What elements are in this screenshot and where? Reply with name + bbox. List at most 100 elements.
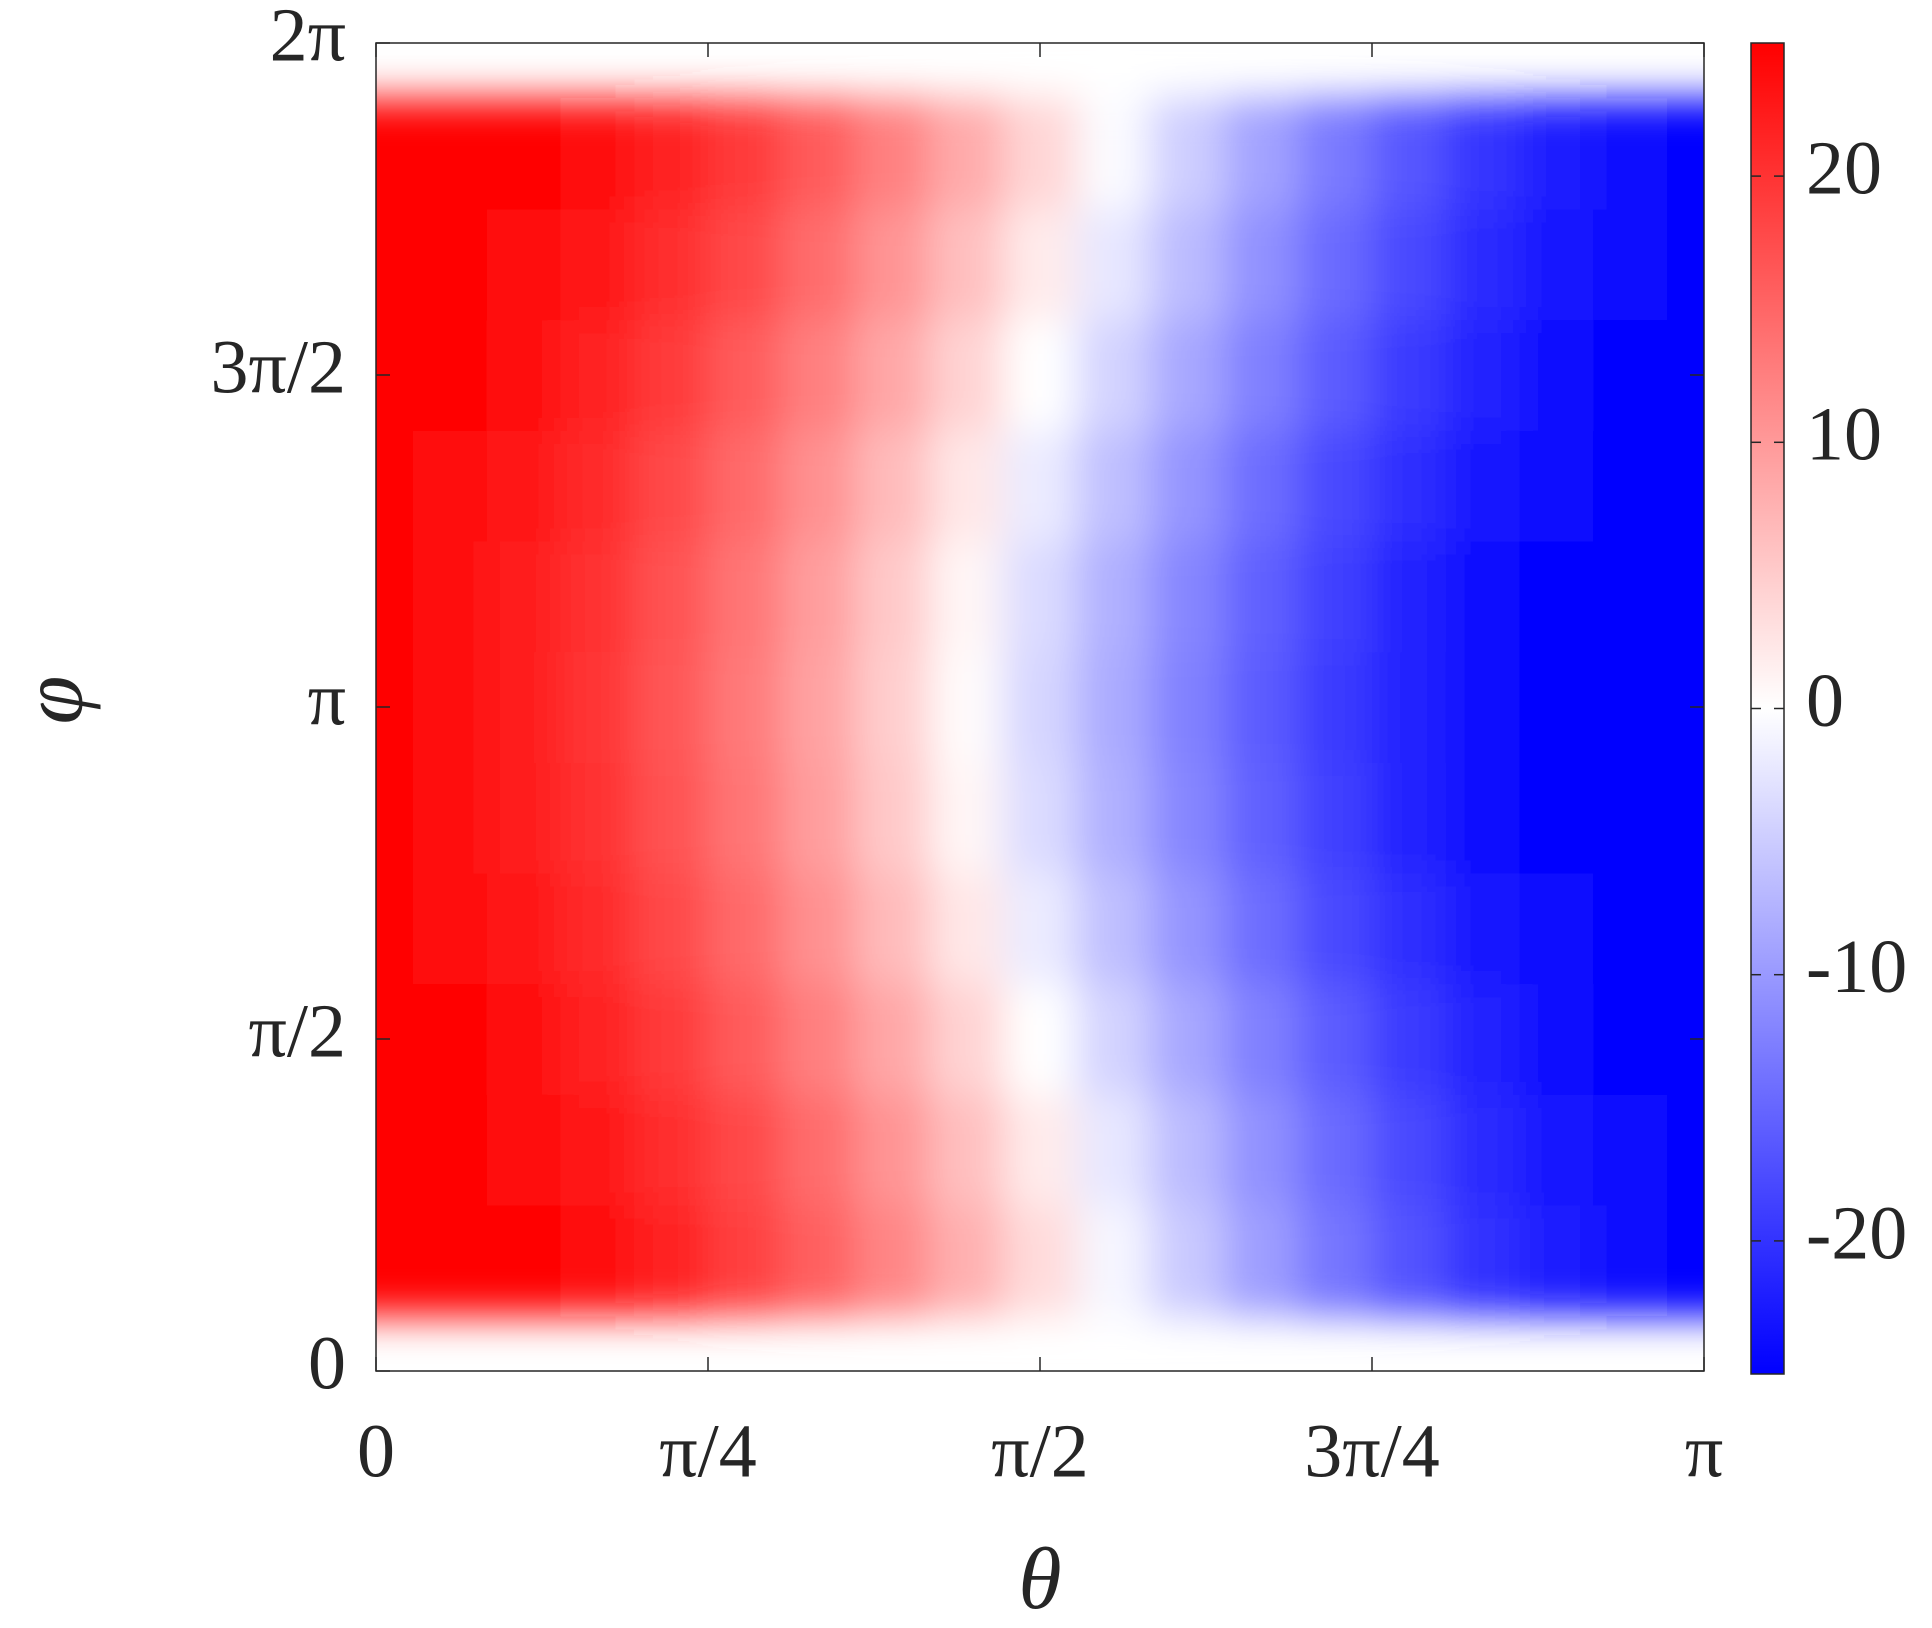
heatmap-cell [1667,430,1704,542]
heatmap-cell [1224,98,1299,210]
heatmap-cell [1372,651,1447,763]
heatmap-cell [781,319,857,431]
heatmap-cell [1224,209,1299,321]
heatmap-cell [1593,209,1668,321]
heatmap-cell [1298,209,1373,321]
heatmap-cell [1372,98,1447,210]
heatmap-cell [1150,651,1225,763]
heatmap-cell [1519,983,1594,1095]
heatmap-cell [1372,1094,1447,1206]
heatmap-cell [929,983,1004,1095]
heatmap-cell [1150,209,1225,321]
heatmap-cell [1445,1205,1521,1317]
heatmap-cell [708,762,783,874]
heatmap-cell [708,1094,783,1206]
heatmap-cell [1150,983,1225,1095]
heatmap-cell [1224,1205,1299,1317]
x-tick-label: π/2 [991,1409,1089,1493]
heatmap-cell [376,541,414,653]
heatmap-cell [1076,873,1152,985]
heatmap-cell [1593,430,1668,542]
heatmap-cell [1519,1205,1594,1317]
heatmap-cell [634,873,709,985]
heatmap-cell [1003,983,1078,1095]
heatmap-cell [1003,430,1078,542]
heatmap-cell [412,873,488,985]
heatmap-cell [1298,873,1373,985]
heatmap-cell [1445,983,1521,1095]
heatmap-cell [1150,1094,1225,1206]
heatmap-cell [929,430,1004,542]
heatmap-cell [1519,209,1594,321]
y-tick-label: 0 [308,1321,346,1405]
heatmap-cell [486,98,561,210]
heatmap-cell [1445,1094,1521,1206]
heatmap-cell [1519,98,1594,210]
colorbar-tick-label: -20 [1806,1191,1907,1275]
heatmap-cell [1076,1205,1152,1317]
heatmap-cell [634,98,709,210]
heatmap-cell [376,1094,414,1206]
heatmap-cell [1076,430,1152,542]
heatmap-cell [1224,319,1299,431]
heatmap-cell [1003,1205,1078,1317]
heatmap-cell [412,98,488,210]
heatmap-cell [708,319,783,431]
heatmap-cell [929,98,1004,210]
heatmap-cell [1445,319,1521,431]
heatmap-area [376,98,1704,1317]
heatmap-cell [560,1205,635,1317]
colorbar-tick-label: 0 [1806,659,1844,743]
x-tick-label: π/4 [659,1409,757,1493]
x-axis-label: θ [1018,1531,1061,1628]
heatmap-cell [708,873,783,985]
heatmap-cell [1298,98,1373,210]
heatmap-cell [1076,209,1152,321]
heatmap-cell [1593,762,1668,874]
heatmap-cell [634,319,709,431]
heatmap-cell [1593,651,1668,763]
colorbar-tick-label: 20 [1806,127,1882,211]
heatmap-cell [412,430,488,542]
heatmap-cell [1003,762,1078,874]
heatmap-cell [560,98,635,210]
heatmap-cell [1593,1094,1668,1206]
heatmap-cell [1372,541,1447,653]
heatmap-cell [1519,651,1594,763]
heatmap-cell [855,1205,930,1317]
heatmap-cell [1372,319,1447,431]
heatmap-cell [1003,98,1078,210]
heatmap-cell [781,983,857,1095]
heatmap-cell [1372,209,1447,321]
heatmap-cell [412,762,488,874]
heatmap-cell [781,873,857,985]
heatmap-cell [1519,541,1594,653]
heatmap-cell [1372,983,1447,1095]
heatmap-cell [708,209,783,321]
heatmap-cell [376,1205,414,1317]
heatmap-cell [1224,651,1299,763]
x-tick-label: 3π/4 [1304,1409,1440,1493]
heatmap-cell [855,98,930,210]
heatmap-cell [1076,1094,1152,1206]
heatmap-cell [1667,1094,1704,1206]
heatmap-cell [1003,651,1078,763]
heatmap-cell [412,1094,488,1206]
heatmap-cell [1372,762,1447,874]
heatmap-cell [376,762,414,874]
heatmap-cell [781,762,857,874]
heatmap-cell [1667,319,1704,431]
heatmap-cell [708,983,783,1095]
heatmap-cell [1667,651,1704,763]
heatmap-cell [1150,541,1225,653]
heatmap-cell [781,651,857,763]
heatmap-cell [1445,430,1521,542]
heatmap-cell [781,541,857,653]
heatmap-cell [486,983,561,1095]
heatmap-cell [1445,209,1521,321]
heatmap-cell [1667,1205,1704,1317]
heatmap-cell [1003,209,1078,321]
y-tick-label: 2π [270,0,346,77]
y-axis-label: φ [5,676,102,725]
heatmap-cell [1667,983,1704,1095]
